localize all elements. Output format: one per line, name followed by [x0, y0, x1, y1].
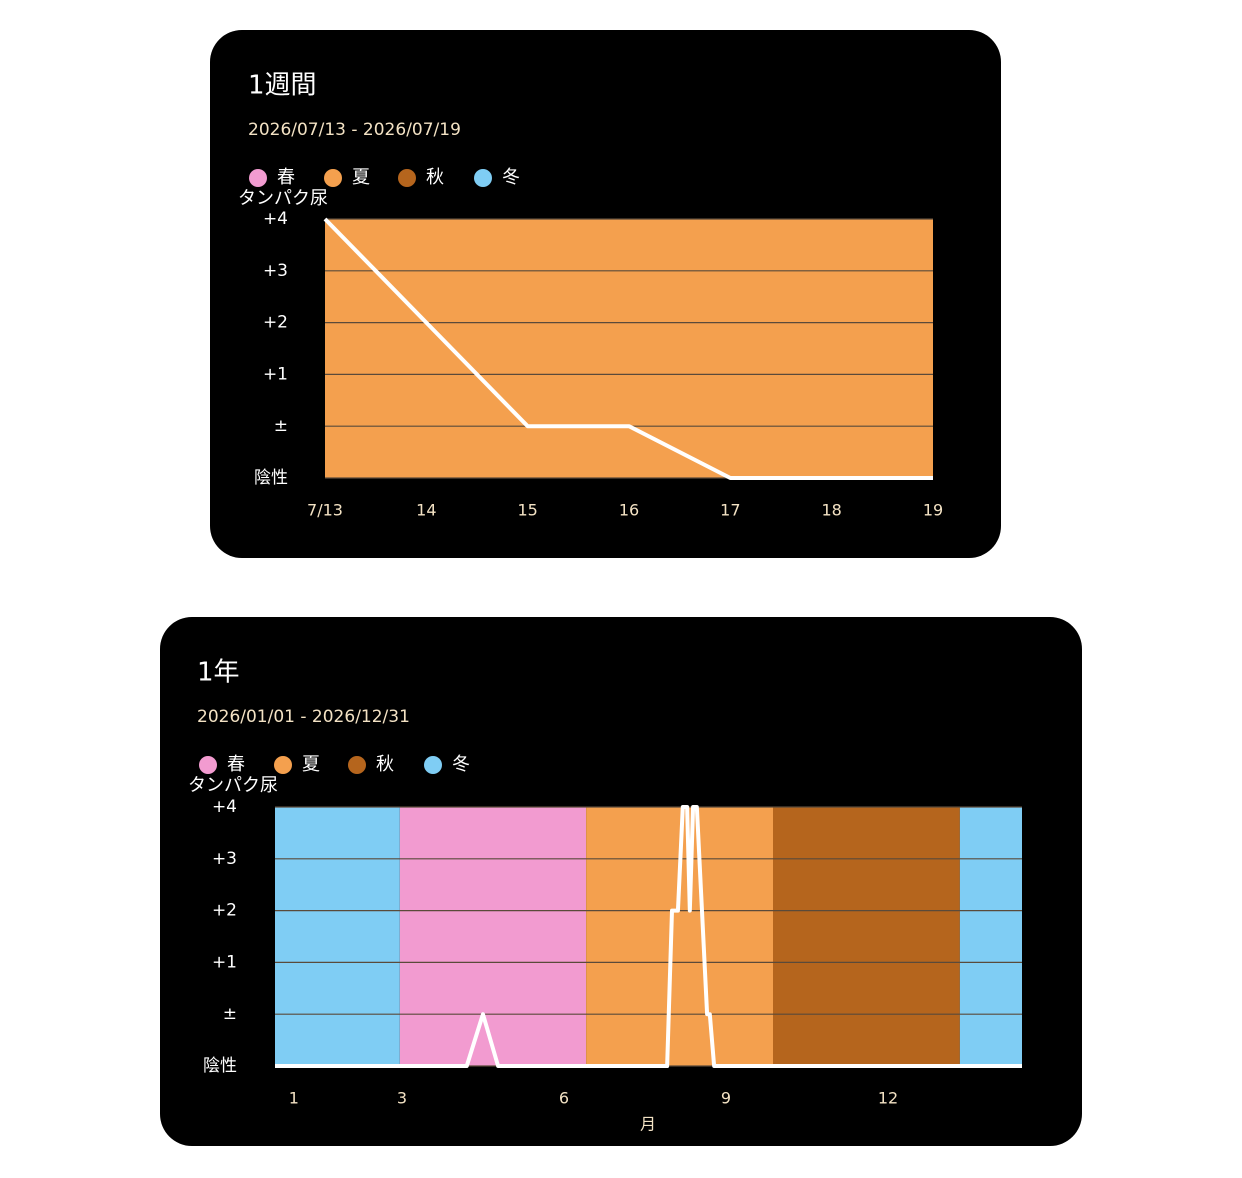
season-band — [275, 807, 400, 1066]
legend-swatch — [274, 756, 292, 774]
legend-label: 春 — [277, 167, 295, 188]
legend-swatch — [424, 756, 442, 774]
x-tick-label: 15 — [517, 501, 537, 520]
season-band — [325, 219, 933, 478]
legend-label: 夏 — [352, 167, 370, 188]
x-tick-label: 14 — [416, 501, 436, 520]
legend-label: 秋 — [376, 754, 394, 775]
y-tick-label: +3 — [212, 849, 237, 869]
season-band — [399, 807, 587, 1066]
y-tick-label: ± — [274, 416, 288, 436]
chart-title: 1年 — [197, 658, 240, 688]
y-tick-label: 陰性 — [203, 1056, 237, 1076]
x-tick-label: 7/13 — [307, 501, 343, 520]
y-axis-label: タンパク尿 — [188, 775, 278, 796]
x-tick-label: 12 — [878, 1089, 898, 1108]
y-tick-label: +1 — [212, 952, 237, 972]
x-tick-label: 17 — [720, 501, 740, 520]
legend-swatch — [348, 756, 366, 774]
legend-swatch — [398, 169, 416, 187]
y-tick-label: +2 — [212, 901, 237, 921]
x-tick-label: 6 — [559, 1089, 569, 1108]
y-tick-label: +1 — [263, 364, 288, 384]
x-tick-label: 3 — [397, 1089, 407, 1108]
legend-label: 冬 — [452, 754, 470, 775]
legend-swatch — [199, 756, 217, 774]
x-tick-label: 9 — [721, 1089, 731, 1108]
x-tick-label: 1 — [289, 1089, 299, 1108]
x-tick-label: 18 — [821, 501, 841, 520]
legend-swatch — [474, 169, 492, 187]
season-band — [773, 807, 960, 1066]
chart-subtitle: 2026/01/01 - 2026/12/31 — [197, 707, 410, 727]
season-band — [959, 807, 1022, 1066]
y-axis-label: タンパク尿 — [238, 188, 328, 209]
data-line — [323, 217, 933, 480]
x-axis-label: 月 — [640, 1115, 656, 1134]
data-line — [275, 805, 1022, 1068]
legend-swatch — [324, 169, 342, 187]
legend-label: 冬 — [502, 167, 520, 188]
legend-label: 秋 — [426, 167, 444, 188]
legend-label: 春 — [227, 754, 245, 775]
legend-swatch — [249, 169, 267, 187]
y-tick-label: 陰性 — [254, 468, 288, 488]
x-tick-label: 19 — [923, 501, 943, 520]
y-tick-label: +4 — [212, 797, 237, 817]
legend-label: 夏 — [302, 754, 320, 775]
y-tick-label: +2 — [263, 313, 288, 333]
y-tick-label: +4 — [263, 209, 288, 229]
x-tick-label: 16 — [619, 501, 639, 520]
y-tick-label: +3 — [263, 261, 288, 281]
chart-title: 1週間 — [248, 71, 317, 101]
y-tick-label: ± — [223, 1004, 237, 1024]
chart-subtitle: 2026/07/13 - 2026/07/19 — [248, 120, 461, 140]
